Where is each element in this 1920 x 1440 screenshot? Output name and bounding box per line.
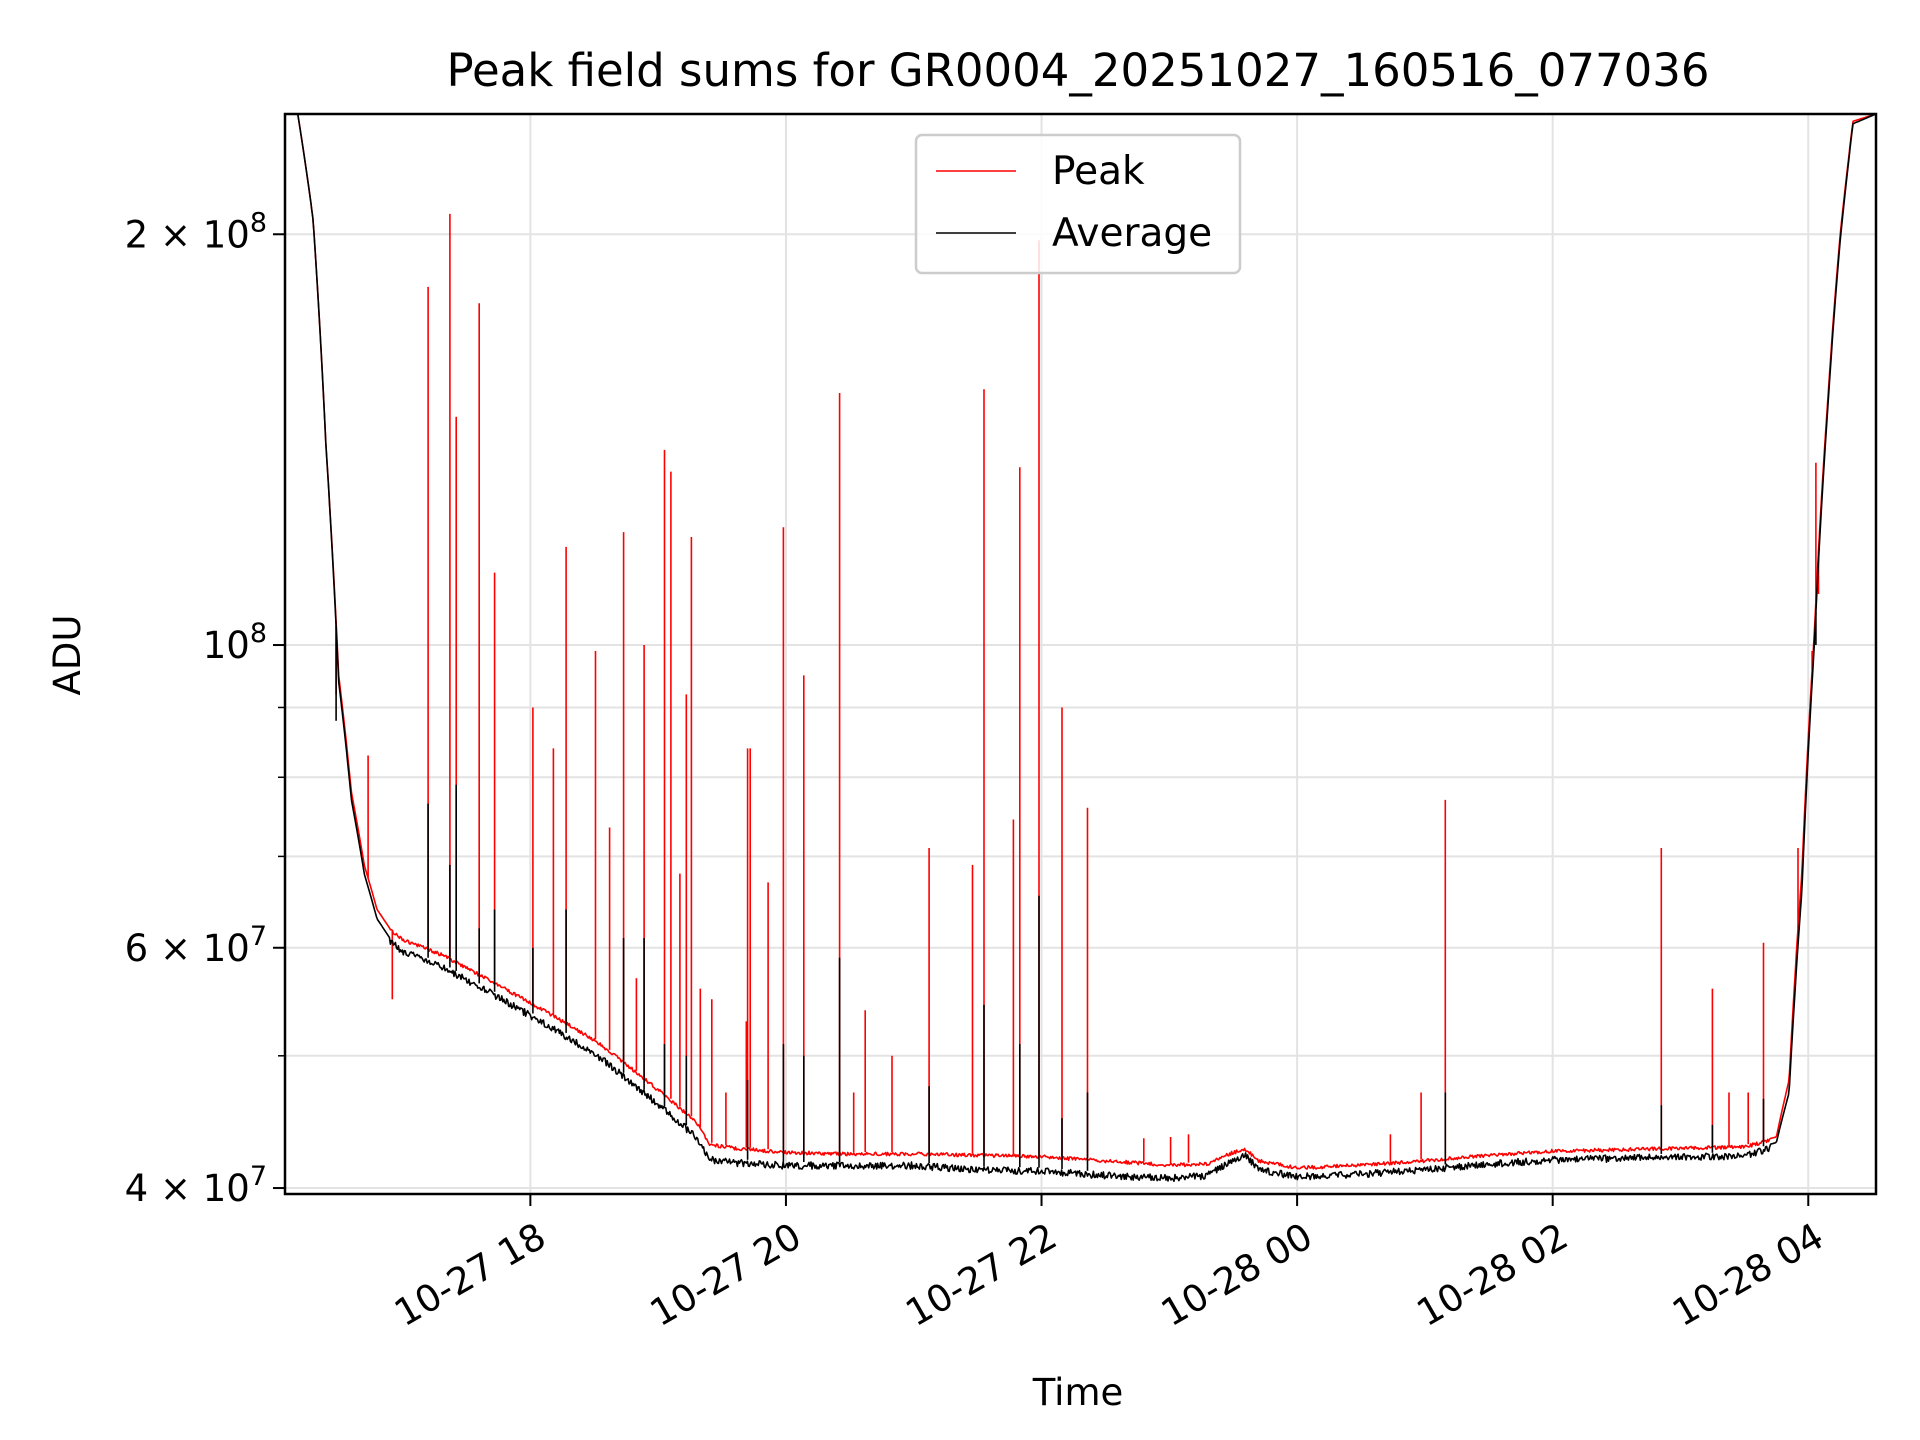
legend-label-peak: Peak [1052, 149, 1145, 194]
series-peak [285, 113, 1877, 1170]
series-layer [285, 113, 1877, 1182]
x-axis-label: Time [1032, 1371, 1124, 1414]
plot-area [285, 114, 1876, 1194]
legend-box [914, 133, 1242, 275]
y-tick-mantissa: 2 × 10 [125, 213, 250, 256]
y-tick-label: 6 × 107 [125, 921, 267, 970]
series-average [285, 113, 1877, 1182]
y-tick-label: 4 × 107 [125, 1161, 267, 1210]
legend[interactable]: Peak Average [914, 133, 1242, 275]
y-tick-label: 108 [203, 618, 267, 667]
series-line-peak [285, 113, 1877, 1170]
y-tick-label: 2 × 108 [125, 207, 267, 256]
chart-title: Peak field sums for GR0004_20251027_1605… [446, 44, 1709, 97]
y-tick-mantissa: 6 × 10 [125, 927, 250, 970]
y-tick-exponent: 8 [250, 618, 267, 649]
y-tick-mantissa: 10 [203, 624, 250, 667]
series-line-average [285, 113, 1877, 1182]
y-tick-exponent: 7 [250, 1161, 267, 1192]
y-axis-label: ADU [46, 615, 89, 696]
legend-label-average: Average [1052, 211, 1212, 256]
plot-frame [283, 112, 1878, 1196]
y-tick-exponent: 7 [250, 921, 267, 952]
y-tick-mantissa: 4 × 10 [125, 1167, 250, 1210]
y-tick-exponent: 8 [250, 207, 267, 238]
